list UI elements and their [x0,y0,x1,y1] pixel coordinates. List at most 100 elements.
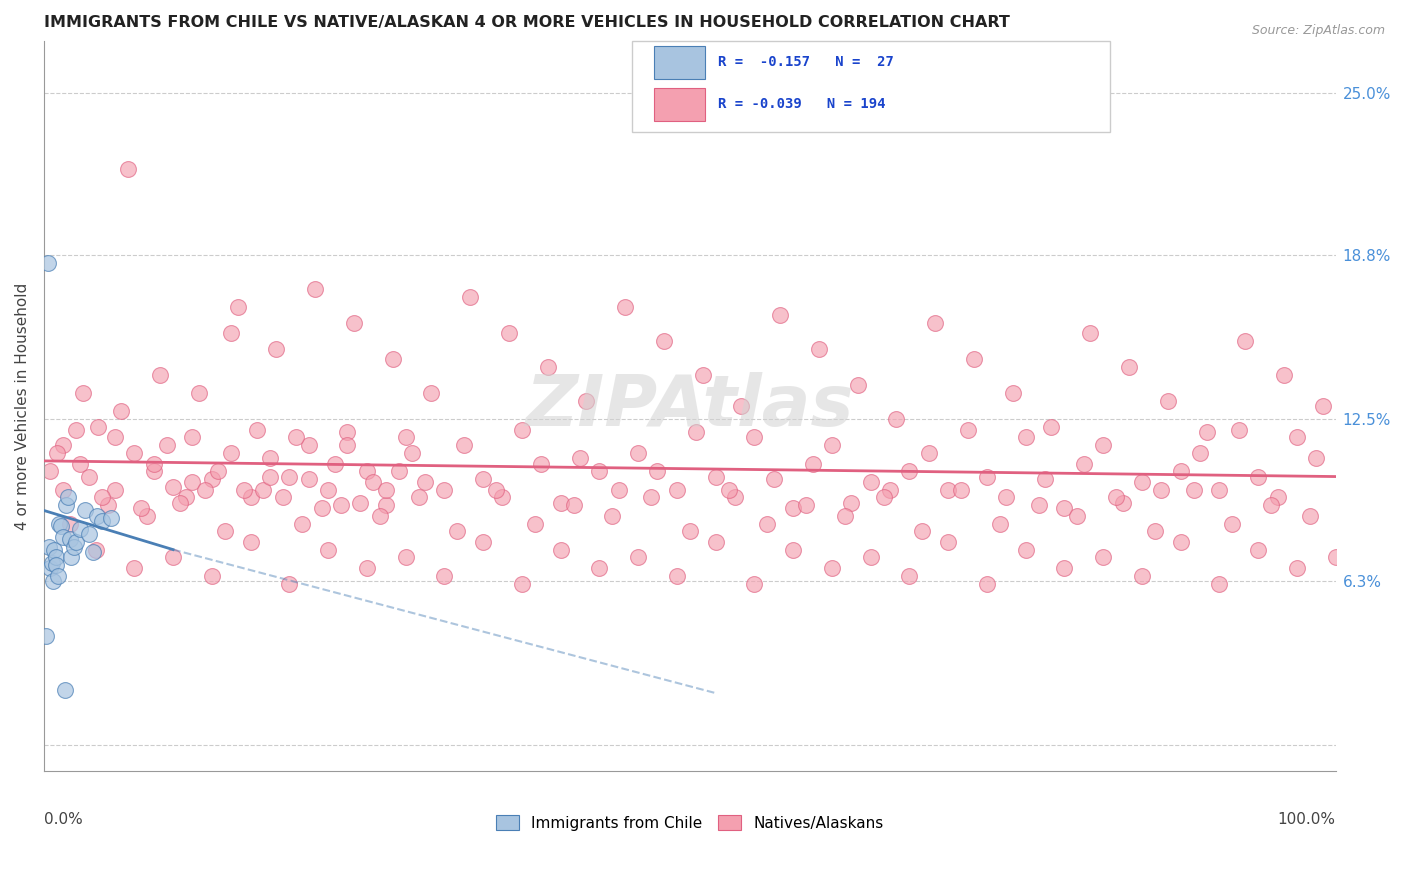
Point [239,534,262,549]
Point [472,472,495,486]
Point [1247,542,1270,557]
Text: R =  -0.157   N =  27: R = -0.157 N = 27 [718,55,894,70]
Point [226,300,249,314]
Point [1285,561,1308,575]
Point [214,524,236,539]
Point [44,558,66,573]
Point [77,469,100,483]
Point [62,540,84,554]
Point [769,308,792,322]
Point [1208,483,1230,497]
Point [87,420,110,434]
Point [375,498,398,512]
Point [1014,542,1036,557]
Point [401,446,423,460]
Point [1260,498,1282,512]
Point [394,550,416,565]
Point [1078,326,1101,340]
Text: 0.0%: 0.0% [44,812,83,827]
Point [976,576,998,591]
Point [91,491,114,505]
Point [1324,550,1347,565]
Point [149,368,172,382]
Point [1267,491,1289,505]
Point [39,561,62,575]
Point [110,404,132,418]
Point [1053,500,1076,515]
Point [246,423,269,437]
Point [1014,430,1036,444]
Point [201,568,224,582]
Point [918,446,941,460]
Point [39,464,62,478]
Point [174,491,197,505]
Point [859,550,882,565]
Point [298,438,321,452]
Point [104,430,127,444]
Point [911,524,934,539]
Point [879,483,901,497]
Point [201,472,224,486]
Point [530,457,553,471]
Point [381,352,404,367]
Point [794,498,817,512]
Point [1182,483,1205,497]
Point [58,491,80,505]
Point [976,469,998,483]
Point [368,508,391,523]
Point [91,514,114,528]
Point [86,508,108,523]
Point [1033,472,1056,486]
Point [59,532,82,546]
Point [898,464,921,478]
Point [1247,469,1270,483]
Point [187,386,209,401]
Point [936,483,959,497]
Point [1285,430,1308,444]
Point [304,282,326,296]
Point [607,483,630,497]
Point [388,464,411,478]
Point [627,446,650,460]
Point [839,496,862,510]
Point [356,464,378,478]
Point [988,516,1011,531]
Point [330,498,353,512]
Point [219,326,242,340]
Point [349,496,371,510]
Point [807,342,830,356]
Text: 100.0%: 100.0% [1278,812,1336,827]
Point [219,446,242,460]
Point [41,556,63,570]
Point [42,574,65,588]
Point [1143,524,1166,539]
Point [181,430,204,444]
Point [1312,399,1334,413]
Point [363,475,385,489]
Point [1170,534,1192,549]
Point [1073,457,1095,471]
Point [1299,508,1322,523]
Point [1105,491,1128,505]
Point [278,469,301,483]
Point [640,491,662,505]
Text: R = -0.039   N = 194: R = -0.039 N = 194 [718,97,886,112]
Point [44,542,66,557]
Point [782,500,804,515]
Point [647,464,669,478]
Point [1189,446,1212,460]
Point [569,451,592,466]
Point [207,464,229,478]
Point [614,300,637,314]
Point [55,498,77,512]
Point [100,511,122,525]
Point [510,576,533,591]
Point [995,491,1018,505]
Point [685,425,707,440]
Point [69,522,91,536]
Point [821,438,844,452]
Point [692,368,714,382]
Point [124,446,146,460]
Point [323,457,346,471]
Point [730,399,752,413]
